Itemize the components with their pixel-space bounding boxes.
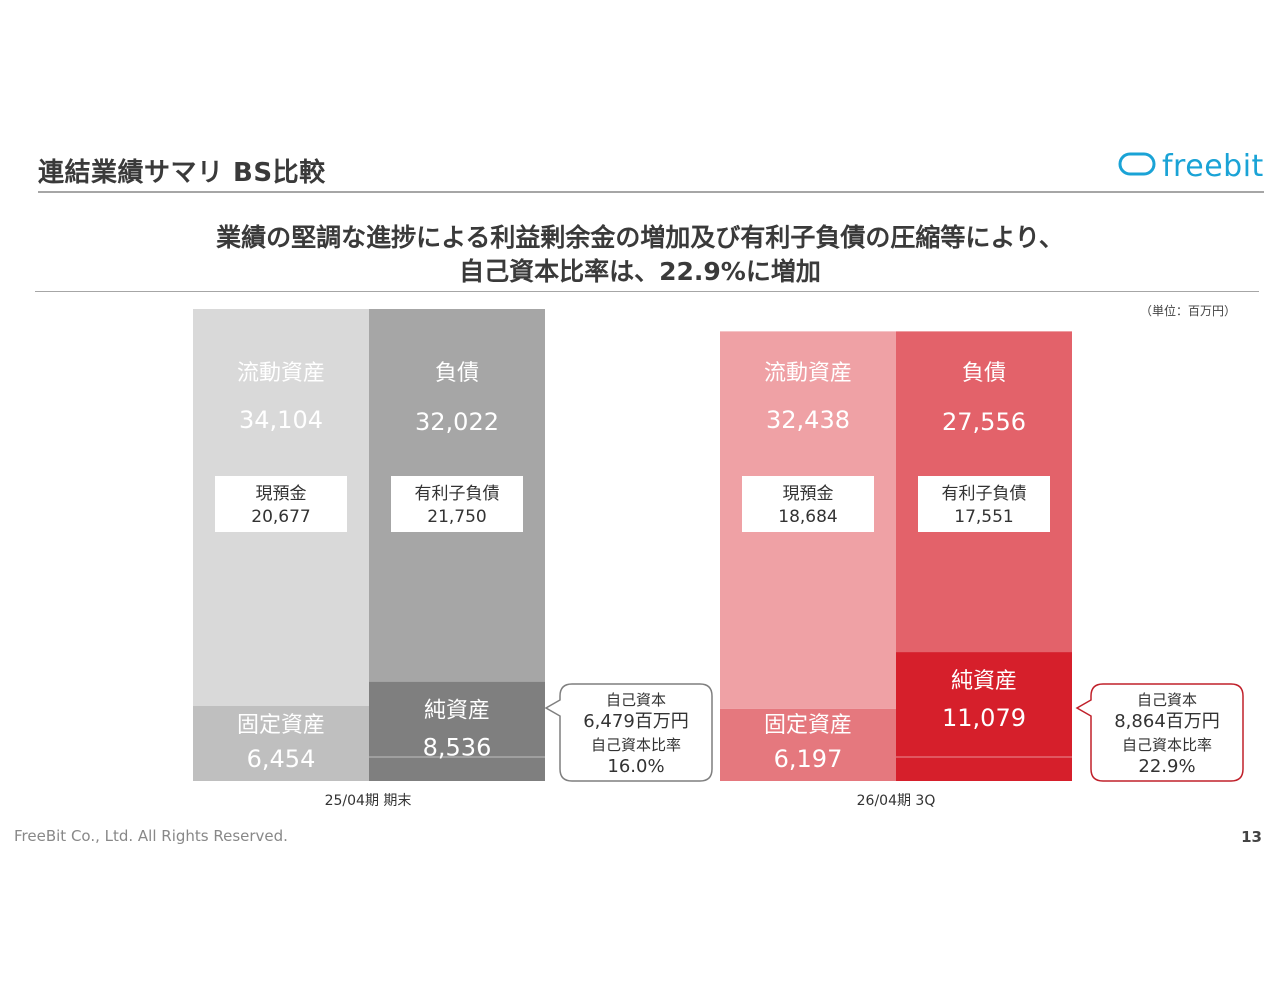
headline-line-1: 業績の堅調な進捗による利益剰余金の増加及び有利子負債の圧縮等により、: [216, 223, 1064, 252]
bar-fixed-assets-prev: [193, 705, 369, 781]
equity-callout-curr: [1075, 683, 1244, 782]
headline-line-2: 自己資本比率は、22.9%に増加: [459, 257, 821, 286]
freebit-logo: freebit: [1118, 148, 1263, 184]
period-label-prev: 25/04期 期末: [324, 793, 412, 809]
value-liabilities-curr: 27,556: [942, 408, 1026, 436]
label-fixed-assets-curr: 固定資産: [764, 713, 852, 738]
page-title: 連結業績サマリ BS比較: [38, 158, 326, 188]
detail-cash-prev-label: 現預金: [256, 484, 307, 504]
value-current-assets-curr: 32,438: [766, 406, 850, 434]
title-divider: [38, 191, 1264, 193]
label-net-assets-curr: 純資産: [951, 669, 1017, 694]
period-label-curr: 26/04期 3Q: [856, 793, 936, 809]
value-liabilities-prev: 32,022: [415, 408, 499, 436]
unit-note: （単位：百万円）: [1139, 304, 1236, 318]
footer-copyright: FreeBit Co., Ltd. All Rights Reserved.: [14, 827, 288, 845]
page-number: 13: [1241, 828, 1262, 846]
detail-debt-prev-label: 有利子負債: [415, 484, 500, 504]
detail-debt-curr-box: [918, 476, 1050, 532]
detail-cash-curr-box: [742, 476, 874, 532]
label-liabilities-curr: 負債: [962, 361, 1006, 386]
label-liabilities-prev: 負債: [435, 361, 479, 386]
label-current-assets-prev: 流動資産: [237, 361, 325, 386]
headline-divider: [35, 291, 1259, 292]
value-net-assets-prev: 8,536: [423, 734, 492, 762]
callout-ratio-value-prev: 16.0%: [607, 756, 664, 777]
callout-equity-label-prev: 自己資本: [606, 691, 666, 709]
detail-cash-curr-value: 18,684: [778, 507, 837, 527]
bar-fixed-assets-curr: [720, 708, 896, 781]
callout-ratio-label-prev: 自己資本比率: [591, 736, 681, 754]
value-fixed-assets-curr: 6,197: [774, 745, 843, 773]
detail-debt-prev-box: [391, 476, 523, 532]
logo-text: freebit: [1162, 148, 1264, 184]
value-fixed-assets-prev: 6,454: [247, 745, 316, 773]
bar-net-assets-prev: [369, 681, 545, 781]
detail-debt-prev-value: 21,750: [427, 507, 486, 527]
label-current-assets-curr: 流動資産: [764, 361, 852, 386]
label-fixed-assets-prev: 固定資産: [237, 713, 325, 738]
cloud-icon: [1118, 151, 1156, 181]
label-net-assets-prev: 純資産: [424, 699, 490, 724]
bar-net-assets-curr: [896, 652, 1072, 781]
equity-callout-prev: [544, 683, 713, 782]
callout-ratio-label-curr: 自己資本比率: [1122, 736, 1212, 754]
detail-cash-prev-value: 20,677: [251, 507, 310, 527]
value-current-assets-prev: 34,104: [239, 406, 323, 434]
callout-equity-value-prev: 6,479百万円: [583, 711, 689, 732]
detail-cash-curr-label: 現預金: [783, 484, 834, 504]
detail-debt-curr-label: 有利子負債: [942, 484, 1027, 504]
detail-debt-curr-value: 17,551: [954, 507, 1013, 527]
detail-cash-prev-box: [215, 476, 347, 532]
callout-equity-value-curr: 8,864百万円: [1114, 711, 1220, 732]
callout-ratio-value-curr: 22.9%: [1138, 756, 1195, 777]
value-net-assets-curr: 11,079: [942, 704, 1026, 732]
callout-equity-label-curr: 自己資本: [1137, 691, 1197, 709]
